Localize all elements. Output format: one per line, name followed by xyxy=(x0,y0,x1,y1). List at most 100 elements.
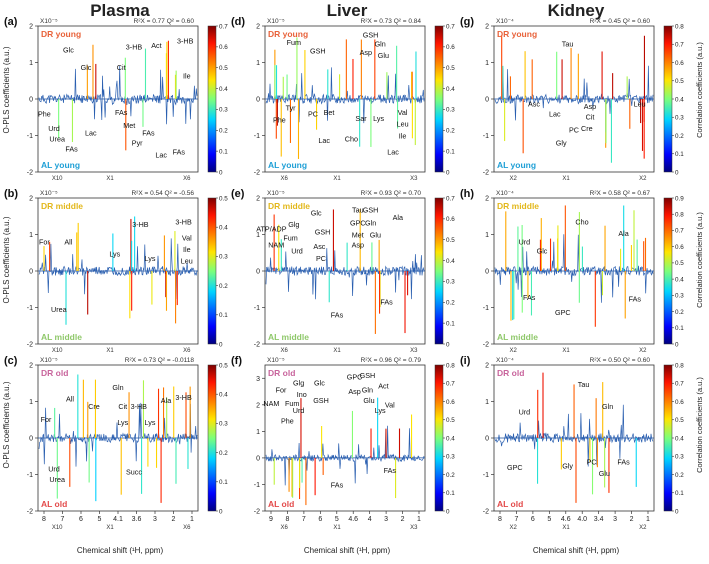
metabolite-label: For xyxy=(39,238,50,247)
colorbar-tick-label: 0 xyxy=(219,508,223,515)
colorbar-tick-label: 0.7 xyxy=(446,381,455,388)
metabolite-label: Act xyxy=(378,381,388,390)
metabolite-label: Lys xyxy=(145,418,156,427)
metabolite-label: Asp xyxy=(348,387,360,396)
colorbar-tick-label: 0.6 xyxy=(675,60,684,67)
metabolite-label: FAs xyxy=(617,457,630,466)
colorbar-tick-label: 0.4 xyxy=(675,435,684,442)
x-tick-label: 3.4 xyxy=(594,516,604,523)
metabolite-label: FAs xyxy=(629,295,642,304)
zoom-factor-label: X2 xyxy=(639,176,647,182)
metabolite-label: 3-HB xyxy=(175,393,192,402)
metabolite-label: Lys xyxy=(373,114,384,123)
metabolite-label: 3-HB xyxy=(132,220,149,229)
metabolite-label: Gln xyxy=(602,402,613,411)
panel-b: (b) X10⁻⁵ R²X = 0.54 Q² = -0.56 -2 -1 0 1 2 DR m… xyxy=(4,188,228,354)
colorbar-tick-label: 0.5 xyxy=(219,362,228,369)
colorbar-tick-label: 0.6 xyxy=(219,44,228,51)
colorbar-tick-label: 0.7 xyxy=(219,23,228,30)
panel-tag: (e) xyxy=(231,188,245,200)
panel-tag: (i) xyxy=(460,355,471,367)
y-tick-label: -2 xyxy=(483,342,489,349)
colorbar-tick-label: 0.8 xyxy=(675,212,684,219)
column-title-liver: Liver xyxy=(327,1,368,20)
colorbar-tick-label: 0.2 xyxy=(219,128,228,135)
metabolite-label: Succ xyxy=(126,468,142,477)
scale-label: X10⁻⁵ xyxy=(267,357,285,364)
x-tick-label: 4.6 xyxy=(348,516,358,523)
colorbar xyxy=(663,197,673,345)
colorbar-tick-label: 0.1 xyxy=(219,148,228,155)
bottom-group-label: AL young xyxy=(41,160,80,170)
ylabel-row-b: O-PLS coefficients (a.u.) xyxy=(2,216,11,303)
metabolite-label: GPC xyxy=(347,373,363,382)
y-tick-label: -2 xyxy=(27,170,33,177)
colorbar-tick-label: 0.1 xyxy=(219,312,228,319)
colorbar-tick-label: 0.7 xyxy=(675,42,684,49)
y-tick-label: -2 xyxy=(27,509,33,516)
metabolite-label: Urd xyxy=(519,408,531,417)
metabolite-label: FAs xyxy=(142,129,155,138)
colorbar-tick-label: 0.1 xyxy=(675,151,684,158)
metabolite-label: Urd xyxy=(519,238,531,247)
metabolite-label: FAs xyxy=(523,293,536,302)
y-tick-label: 1 xyxy=(29,232,33,239)
colorbar-tick-label: 0.2 xyxy=(675,309,684,316)
bottom-group-label: AL old xyxy=(41,499,67,509)
x-tick-label: 4.1 xyxy=(113,516,123,523)
colorbar-tick-label: 0.5 xyxy=(675,260,684,267)
zoom-factor-label: X10 xyxy=(52,348,63,354)
scale-label: X10⁻⁵ xyxy=(40,190,58,197)
colorbar-tick-label: 0.1 xyxy=(446,490,455,497)
metabolite-label: PC xyxy=(569,126,579,135)
x-tick-label: 7 xyxy=(514,516,518,523)
x-tick-label: 6 xyxy=(531,516,535,523)
colorbar-tick-label: 0 xyxy=(675,341,679,348)
metabolite-label: ATP/ADP xyxy=(256,225,286,234)
y-tick-label: -1 xyxy=(483,133,489,140)
metabolite-label: Met xyxy=(123,121,135,130)
metabolite-label: Ala xyxy=(393,213,403,222)
top-group-label: DR middle xyxy=(497,201,539,211)
y-tick-label: -1 xyxy=(27,472,33,479)
metabolite-label: Lys xyxy=(145,254,156,263)
colorbar-tick-label: 0.1 xyxy=(219,479,228,486)
colorbar-tick-label: 0.6 xyxy=(675,244,684,251)
metabolite-label: 3-HB xyxy=(177,37,194,46)
metabolite-label: GSH xyxy=(360,371,376,380)
y-tick-label: -1 xyxy=(254,482,260,489)
panel-h: (h) X10⁻⁴ R²X = 0.58 Q² = 0.67 -2 -1 0 1 2 DR mi… xyxy=(460,188,684,354)
bottom-group-label: AL young xyxy=(497,160,536,170)
colorbar xyxy=(207,364,217,512)
scale-label: X10⁻⁵ xyxy=(40,357,58,364)
y-tick-label: -1 xyxy=(254,305,260,312)
x-tick-label: 5 xyxy=(98,516,102,523)
x-tick-label: 6 xyxy=(318,516,322,523)
colorbar-tick-label: 0.7 xyxy=(446,195,455,202)
y-tick-label: -1 xyxy=(483,305,489,312)
x-tick-label: 5 xyxy=(547,516,551,523)
ylabel-row-c: O-PLS coefficients (a.u.) xyxy=(2,381,11,468)
y-tick-label: -1 xyxy=(254,133,260,140)
y-tick-label: 2 xyxy=(29,196,33,203)
metabolite-label: GPC xyxy=(507,463,523,472)
top-group-label: DR old xyxy=(41,368,68,378)
panel-g: (g) X10⁻⁴ R²X = 0.45 Q² = 0.60 -2 -1 0 1 2 DR yo… xyxy=(460,16,684,182)
colorbar-tick-label: 0.5 xyxy=(675,417,684,424)
x-tick-label: 8 xyxy=(498,516,502,523)
panel-tag: (h) xyxy=(460,188,474,200)
panel-f: (f) X10⁻⁵ R²X = 0.96 Q² = 0.79 -2 -1 0 1 2 3 DR o… xyxy=(231,355,455,531)
colorbar-tick-label: 0 xyxy=(446,508,450,515)
metabolite-label: Urd xyxy=(48,465,60,474)
colorbar-tick-label: 0.5 xyxy=(219,65,228,72)
spectrum-trace xyxy=(38,65,198,125)
x-tick-label: 4 xyxy=(368,516,372,523)
metabolite-label: Fum xyxy=(283,233,297,242)
x-tick-label: 7 xyxy=(61,516,65,523)
colorbar-tick-label: 0.3 xyxy=(446,107,455,114)
colorbar-tick-label: 0.3 xyxy=(675,115,684,122)
metabolite-label: Glc xyxy=(63,45,74,54)
colorbar-tick-label: 0.4 xyxy=(675,96,684,103)
colorbar-tick-label: 0.7 xyxy=(675,228,684,235)
